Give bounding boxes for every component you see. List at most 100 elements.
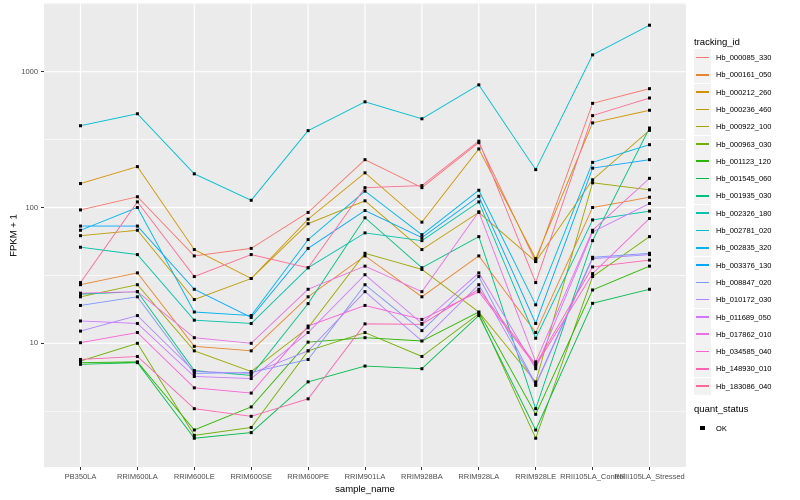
data-point bbox=[135, 200, 139, 204]
legend-item-Hb_148930_010: Hb_148930_010 bbox=[694, 360, 772, 378]
data-point bbox=[591, 166, 595, 170]
data-point bbox=[591, 228, 595, 232]
data-point bbox=[192, 386, 196, 390]
data-point bbox=[306, 210, 310, 214]
data-point bbox=[135, 112, 139, 116]
data-point bbox=[79, 329, 82, 333]
data-point bbox=[363, 290, 367, 294]
legend-item-Hb_001935_030: Hb_001935_030 bbox=[694, 187, 771, 205]
data-point bbox=[249, 405, 253, 409]
data-point bbox=[249, 321, 253, 325]
data-point bbox=[249, 371, 253, 375]
data-point bbox=[534, 303, 538, 307]
data-point bbox=[192, 275, 196, 279]
data-point bbox=[363, 189, 367, 193]
data-point bbox=[477, 310, 481, 314]
data-point bbox=[477, 314, 481, 318]
data-point bbox=[363, 331, 367, 335]
data-point bbox=[135, 224, 139, 228]
data-point bbox=[306, 326, 310, 330]
data-point bbox=[363, 199, 367, 203]
data-point bbox=[192, 407, 196, 411]
data-point bbox=[363, 283, 367, 287]
data-point bbox=[648, 264, 651, 268]
data-point bbox=[192, 336, 196, 340]
data-point bbox=[648, 143, 651, 147]
data-point bbox=[306, 302, 310, 306]
legend-item-Hb_002326_180: Hb_002326_180 bbox=[694, 204, 771, 222]
x-tick-mark bbox=[250, 467, 252, 470]
data-point bbox=[648, 258, 651, 262]
data-point bbox=[249, 414, 253, 418]
data-point bbox=[477, 210, 481, 214]
data-point bbox=[648, 87, 651, 91]
data-point bbox=[420, 239, 424, 243]
data-point bbox=[249, 391, 253, 395]
data-point bbox=[534, 331, 538, 335]
legend-item-Hb_183086_040: Hb_183086_040 bbox=[694, 377, 772, 395]
legend-label: Hb_010172_030 bbox=[716, 295, 772, 305]
data-point bbox=[363, 254, 367, 258]
legend-key-line-icon bbox=[694, 187, 711, 205]
legend-key-line-icon bbox=[694, 222, 711, 239]
data-point bbox=[420, 117, 424, 121]
data-point bbox=[192, 349, 196, 353]
legend-label: Hb_034585_040 bbox=[716, 347, 772, 357]
data-point bbox=[534, 364, 538, 368]
legend-item-Hb_002781_020: Hb_002781_020 bbox=[694, 222, 771, 239]
data-point bbox=[249, 315, 253, 319]
data-point bbox=[79, 124, 82, 128]
data-point bbox=[306, 397, 310, 401]
data-point bbox=[477, 290, 481, 294]
legend-key-line-icon bbox=[694, 291, 711, 309]
x-tick-label-RRIM600LA: RRIM600LA bbox=[116, 472, 158, 481]
data-point bbox=[477, 312, 481, 316]
data-point bbox=[135, 271, 139, 275]
legend-key-line-icon bbox=[694, 343, 711, 361]
data-point bbox=[135, 283, 139, 287]
legend-label: Hb_183086_040 bbox=[716, 381, 772, 391]
legend-label: Hb_148930_010 bbox=[716, 364, 772, 374]
data-point bbox=[477, 83, 481, 87]
data-point bbox=[135, 228, 139, 232]
legend-item-Hb_010172_030: Hb_010172_030 bbox=[694, 291, 772, 309]
x-tick-mark bbox=[80, 467, 81, 470]
x-tick-mark bbox=[478, 467, 480, 470]
data-point bbox=[534, 436, 538, 440]
legend-item-Hb_017862_010: Hb_017862_010 bbox=[694, 325, 772, 343]
x-tick-mark bbox=[649, 467, 650, 470]
data-point bbox=[648, 209, 651, 213]
data-point bbox=[135, 195, 139, 199]
data-point bbox=[648, 195, 651, 199]
x-tick-label-RRII105LA_Control: RRII105LA_Control bbox=[560, 472, 626, 481]
data-point bbox=[79, 319, 82, 323]
data-point bbox=[534, 168, 538, 172]
data-point bbox=[363, 336, 367, 340]
data-point bbox=[420, 184, 424, 188]
data-point bbox=[420, 233, 424, 237]
y-tick-mark bbox=[41, 207, 44, 208]
data-point bbox=[363, 251, 367, 255]
data-point bbox=[79, 357, 82, 361]
data-point bbox=[648, 216, 651, 220]
data-point bbox=[192, 298, 196, 302]
data-point bbox=[420, 267, 424, 271]
legend-key-line-icon bbox=[694, 118, 711, 136]
legend-item-Hb_000922_100: Hb_000922_100 bbox=[694, 118, 771, 136]
data-point bbox=[591, 257, 595, 261]
legend-label: Hb_001545_060 bbox=[716, 174, 772, 184]
legend-label: Hb_017862_010 bbox=[716, 329, 772, 339]
data-point bbox=[534, 360, 538, 364]
x-tick-mark bbox=[421, 467, 423, 470]
data-point bbox=[306, 380, 310, 384]
data-point bbox=[534, 407, 538, 411]
data-point bbox=[534, 367, 538, 371]
legend-label: Hb_000963_030 bbox=[716, 139, 772, 149]
x-tick-label-RRII105LA_Stressed: RRII105LA_Stressed bbox=[614, 472, 685, 481]
x-tick-mark bbox=[364, 467, 366, 470]
data-point bbox=[534, 412, 538, 416]
data-point bbox=[79, 234, 82, 238]
legend-label: Hb_002835_320 bbox=[716, 243, 772, 253]
data-point bbox=[306, 340, 310, 344]
data-point bbox=[591, 288, 595, 292]
